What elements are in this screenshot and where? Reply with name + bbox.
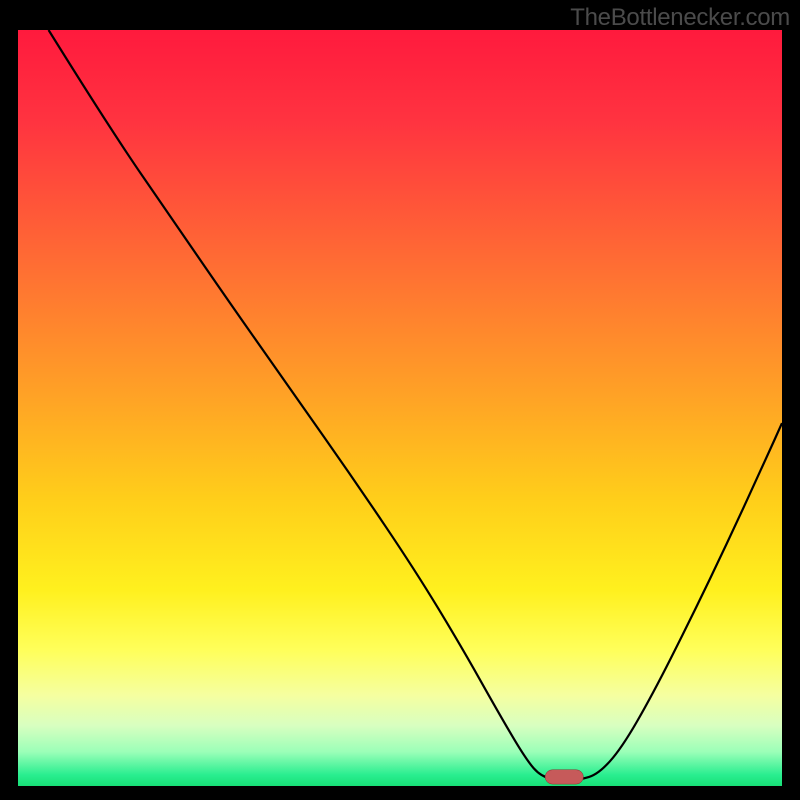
- chart-frame: TheBottlenecker.com: [0, 0, 800, 800]
- optimal-marker: [545, 770, 583, 784]
- plot-area: [18, 30, 782, 786]
- gradient-background: [18, 30, 782, 786]
- watermark-text: TheBottlenecker.com: [570, 4, 790, 32]
- chart-svg: [18, 30, 782, 786]
